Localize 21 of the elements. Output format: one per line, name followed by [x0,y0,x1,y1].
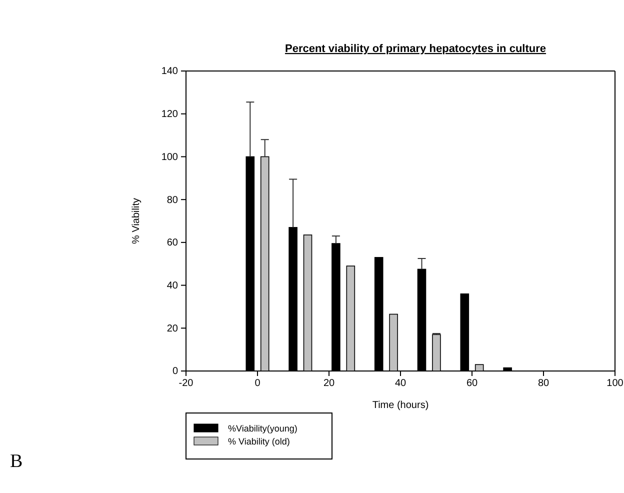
y-tick-label: 80 [166,194,178,206]
legend-label: %Viability(young) [228,424,298,434]
y-tick-label: 140 [161,66,178,78]
y-tick-label: 120 [161,109,178,120]
x-tick-label: 60 [466,378,478,390]
x-tick-label: -20 [178,378,194,390]
legend-label: % Viability (old) [228,436,290,446]
x-tick-label: 20 [323,378,335,390]
y-tick-label: 60 [166,238,178,249]
y-tick-label: 40 [166,280,178,292]
x-tick-label: 80 [538,378,550,390]
x-axis-title: Time (hours) [372,400,429,411]
chart-title: Percent viability of primary hepatocytes in culture [284,43,546,55]
text: B [10,451,23,472]
x-tick-label: 100 [606,378,624,390]
y-axis-title: % Viability [131,198,142,244]
y-tick-label: 0 [172,366,178,378]
y-tick-label: 100 [161,152,178,163]
y-tick-label: 20 [166,323,178,334]
x-tick-label: 40 [394,378,406,390]
x-tick-label: 0 [254,378,261,390]
